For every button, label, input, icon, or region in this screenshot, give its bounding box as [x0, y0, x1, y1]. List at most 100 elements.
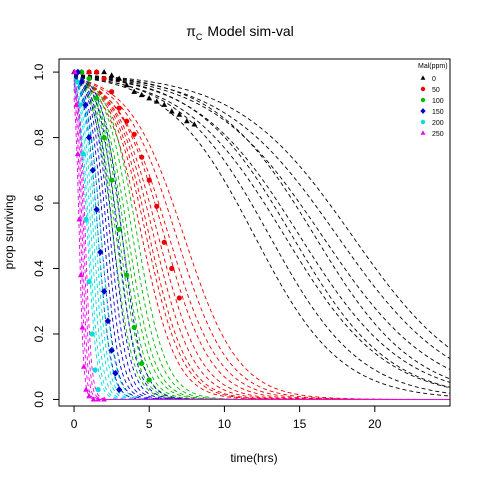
observed-point-100: [131, 324, 137, 331]
observed-points: [71, 68, 198, 402]
observed-point-50: [154, 203, 160, 209]
x-tick-label: 5: [146, 417, 153, 431]
observed-point-100: [109, 177, 115, 183]
observed-point-250: [73, 101, 80, 107]
legend-marker-150: [420, 108, 426, 114]
legend: Mal(ppm) 0 50 100 150 200 250: [418, 63, 448, 138]
sim-curves: [73, 74, 450, 400]
sim-curve-0: [73, 76, 450, 397]
observed-point-100: [78, 69, 85, 75]
observed-point-50: [146, 177, 152, 183]
observed-point-150: [100, 288, 108, 295]
observed-point-150: [93, 206, 100, 213]
observed-point-200: [86, 279, 92, 285]
sim-curve-0: [74, 74, 450, 380]
sim-curve-250: [73, 80, 450, 400]
observed-point-150: [112, 369, 119, 377]
sim-curve-0: [74, 75, 450, 370]
y-tick-label: 0.6: [32, 194, 46, 211]
observed-point-0: [123, 82, 130, 88]
x-axis-label: time(hrs): [230, 451, 277, 465]
legend-marker-100: [420, 97, 426, 103]
legend-label: 100: [432, 98, 444, 105]
observed-point-200: [89, 331, 95, 337]
observed-point-200: [83, 216, 89, 223]
observed-point-50: [101, 76, 107, 82]
observed-point-150: [97, 248, 104, 256]
observed-point-250: [90, 396, 97, 402]
legend-marker-250: [420, 130, 426, 135]
observed-point-100: [101, 134, 107, 141]
observed-point-150: [89, 166, 96, 174]
observed-point-0: [161, 101, 168, 107]
observed-point-250: [83, 386, 89, 392]
chart-title-text: Model sim-val: [207, 23, 293, 39]
sim-curve-50: [73, 78, 450, 400]
observed-point-250: [79, 324, 86, 330]
observed-point-250: [101, 396, 107, 402]
sim-curve-0: [73, 76, 450, 389]
observed-point-0: [183, 118, 190, 124]
observed-point-200: [80, 151, 86, 157]
x-tick-label: 10: [218, 417, 232, 431]
observed-point-100: [93, 95, 100, 101]
observed-point-150: [104, 317, 111, 325]
x-tick-label: 0: [71, 417, 78, 431]
legend-label: 50: [432, 87, 440, 94]
observed-point-100: [139, 360, 145, 367]
observed-point-0: [138, 91, 145, 98]
observed-point-250: [77, 271, 84, 278]
sim-curve-0: [74, 74, 450, 349]
observed-point-0: [116, 75, 123, 81]
observed-point-200: [77, 102, 83, 108]
observed-point-150: [85, 134, 93, 141]
observed-point-250: [95, 396, 101, 402]
observed-point-50: [131, 131, 137, 137]
observed-point-150: [108, 346, 115, 354]
observed-point-100: [146, 377, 152, 383]
legend-label: 0: [432, 76, 436, 83]
observed-point-0: [131, 88, 138, 94]
chart-title-symbol: π: [186, 23, 196, 39]
y-axis: 0.0 0.2 0.4 0.6 0.8 1.0: [32, 63, 60, 408]
observed-point-200: [92, 367, 98, 373]
observed-point-250: [86, 393, 92, 399]
observed-point-0: [191, 121, 198, 127]
y-tick-label: 1.0: [32, 63, 46, 80]
observed-point-200: [95, 387, 101, 393]
sim-curve-100: [73, 78, 450, 400]
observed-point-150: [116, 386, 123, 394]
observed-point-0: [153, 98, 160, 104]
observed-point-50: [139, 154, 145, 160]
observed-point-200: [74, 79, 80, 85]
observed-point-0: [101, 68, 107, 75]
observed-point-150: [74, 68, 81, 76]
legend-marker-0: [420, 75, 426, 80]
observed-point-100: [124, 272, 130, 278]
observed-point-50: [124, 118, 130, 124]
observed-point-250: [76, 216, 83, 222]
x-tick-label: 15: [293, 417, 307, 431]
observed-point-50: [161, 239, 167, 245]
observed-point-50: [109, 89, 115, 95]
observed-point-50: [86, 69, 92, 75]
sim-curve-0: [74, 75, 450, 388]
sim-curve-100: [73, 76, 450, 400]
chart-title-subscript: C: [196, 32, 203, 42]
chart-title: πC Model sim-val: [186, 23, 294, 42]
legend-title: Mal(ppm): [418, 63, 448, 70]
observed-point-50: [169, 265, 175, 272]
observed-point-0: [168, 108, 175, 114]
legend-marker-200: [420, 119, 426, 125]
sim-curve-0: [73, 76, 450, 394]
y-axis-label: prop surviving: [2, 195, 16, 270]
x-axis: 0 5 10 15 20: [71, 405, 382, 431]
y-tick-label: 0.8: [32, 129, 46, 146]
observed-point-0: [176, 111, 183, 117]
legend-marker-50: [420, 86, 426, 92]
observed-point-150: [82, 101, 89, 109]
observed-point-50: [116, 105, 122, 111]
observed-point-250: [80, 363, 87, 369]
observed-point-150: [78, 78, 85, 86]
